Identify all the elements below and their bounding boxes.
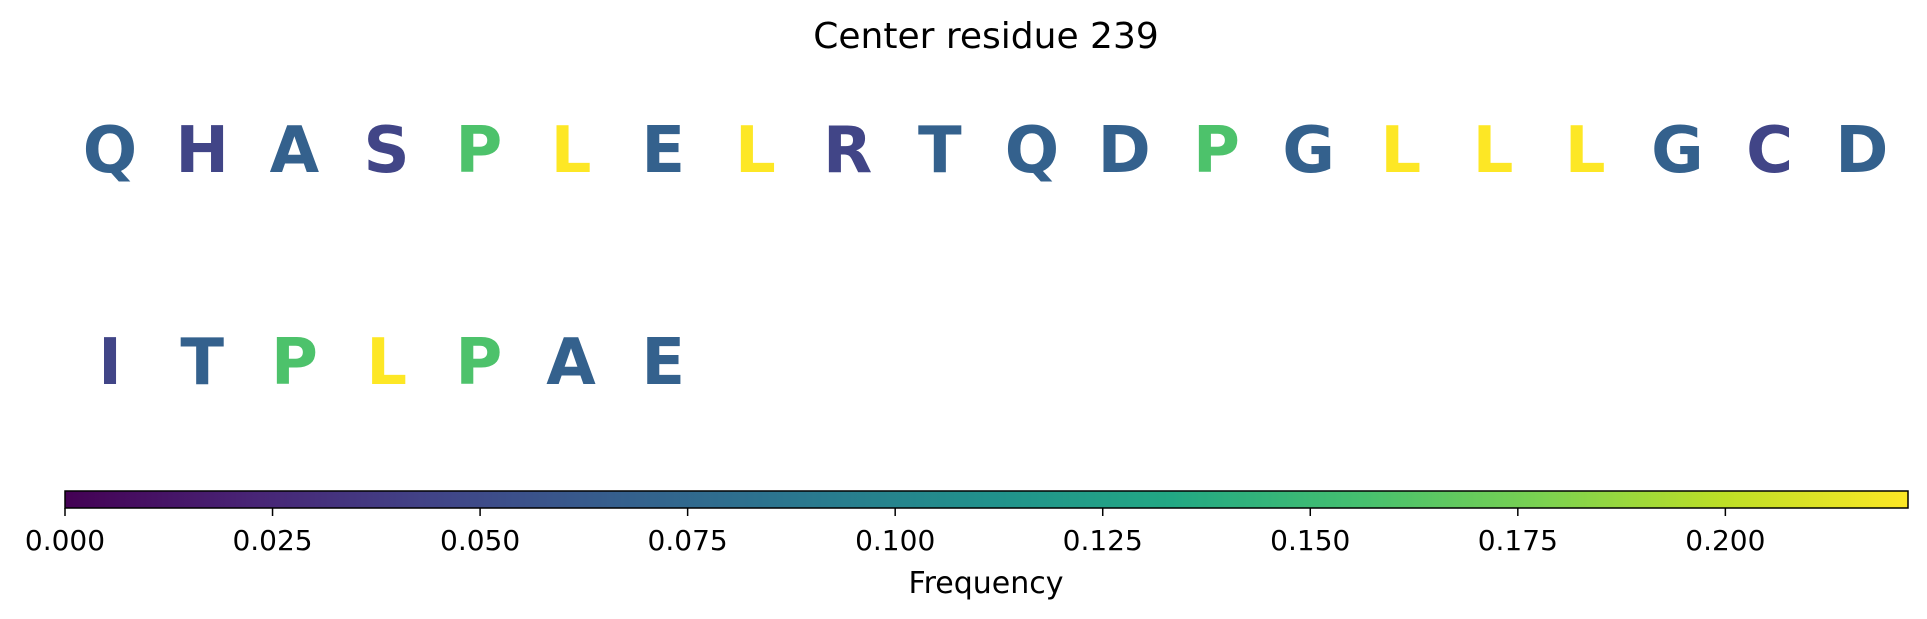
residue-letter: Q xyxy=(83,114,137,188)
residue-letter: T xyxy=(918,114,962,188)
residue-letter: L xyxy=(551,114,592,188)
residue-letter: D xyxy=(1098,114,1151,188)
residue-letter: A xyxy=(270,114,320,188)
colorbar-tick-label: 0.125 xyxy=(1063,524,1143,557)
residue-letter: L xyxy=(1380,114,1421,188)
colorbar-label: Frequency xyxy=(909,566,1064,601)
colorbar-tick-label: 0.075 xyxy=(648,524,728,557)
colorbar-tick-label: 0.200 xyxy=(1685,524,1765,557)
colorbar-ticks: 0.000 0.025 0.050 0.075 0.100 0.125 0.150 0.175… xyxy=(25,508,1765,557)
residue-letter: A xyxy=(546,326,596,400)
colorbar xyxy=(64,490,1909,509)
colorbar-tick-label: 0.050 xyxy=(440,524,520,557)
residue-grid: Q H A S P L E L R T Q D P G L L L G C DI T P L P A E xyxy=(83,114,1889,400)
residue-letter: L xyxy=(735,114,776,188)
colorbar-tick-label: 0.100 xyxy=(855,524,935,557)
colorbar-tick-label: 0.025 xyxy=(232,524,312,557)
residue-letter: L xyxy=(1473,114,1514,188)
chart-title: Center residue 239 xyxy=(813,16,1159,57)
residue-letter: I xyxy=(98,326,122,400)
residue-letter: T xyxy=(180,326,224,400)
residue-letter: H xyxy=(175,114,229,188)
colorbar-tick-label: 0.150 xyxy=(1270,524,1350,557)
residue-letter: G xyxy=(1282,114,1335,188)
residue-letter: Q xyxy=(1005,114,1059,188)
residue-letter: E xyxy=(641,326,685,400)
residue-letter: C xyxy=(1746,114,1793,188)
residue-letter: E xyxy=(641,114,685,188)
residue-letter: R xyxy=(823,114,872,188)
residue-letter: P xyxy=(455,114,502,188)
residue-letter: P xyxy=(455,326,502,400)
residue-letter: P xyxy=(1193,114,1240,188)
residue-letter: L xyxy=(366,326,407,400)
residue-letter: P xyxy=(271,326,318,400)
residue-letter: S xyxy=(364,114,410,188)
colorbar-tick-label: 0.175 xyxy=(1478,524,1558,557)
residue-letter: G xyxy=(1651,114,1704,188)
residue-letter: D xyxy=(1835,114,1888,188)
residue-letter: L xyxy=(1565,114,1606,188)
colorbar-tick-label: 0.000 xyxy=(25,524,105,557)
